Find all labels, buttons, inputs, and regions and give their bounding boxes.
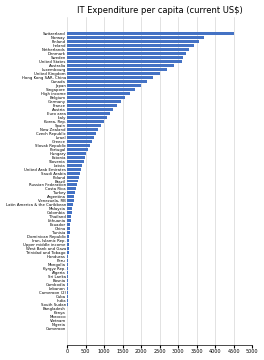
Bar [67, 188, 76, 190]
Bar [67, 300, 68, 302]
Bar [67, 216, 71, 219]
Bar [67, 283, 68, 287]
Bar [67, 264, 68, 266]
Bar [67, 48, 189, 51]
Bar [67, 271, 68, 274]
Bar [67, 171, 80, 175]
Bar [67, 203, 73, 207]
Bar [67, 56, 183, 59]
Bar [67, 127, 98, 131]
Bar [67, 36, 204, 39]
Bar [67, 176, 79, 179]
Bar [67, 167, 81, 171]
Bar [67, 76, 153, 78]
Bar [67, 220, 71, 222]
Bar [67, 243, 69, 247]
Bar [67, 251, 69, 255]
Bar [67, 267, 68, 270]
Bar [67, 64, 174, 67]
Bar [67, 231, 70, 234]
Bar [67, 211, 72, 215]
Bar [67, 96, 125, 99]
Bar [67, 156, 85, 158]
Bar [67, 287, 68, 291]
Bar [67, 184, 77, 186]
Bar [67, 180, 78, 183]
Bar [67, 100, 121, 103]
Bar [67, 123, 101, 127]
Bar [67, 195, 74, 198]
Bar [67, 144, 90, 147]
Bar [67, 256, 68, 258]
Bar [67, 72, 160, 75]
Bar [67, 235, 69, 238]
Bar [67, 44, 194, 47]
Bar [67, 32, 234, 35]
Bar [67, 247, 69, 251]
Title: IT Expenditure per capita (current US$): IT Expenditure per capita (current US$) [77, 5, 243, 14]
Bar [67, 239, 69, 242]
Bar [67, 84, 141, 87]
Bar [67, 136, 94, 139]
Bar [67, 104, 117, 107]
Bar [67, 80, 147, 82]
Bar [67, 199, 74, 202]
Bar [67, 112, 110, 114]
Bar [67, 307, 68, 310]
Bar [67, 140, 92, 143]
Bar [67, 60, 182, 63]
Bar [67, 148, 88, 150]
Bar [67, 279, 68, 282]
Bar [67, 207, 72, 211]
Bar [67, 131, 96, 135]
Bar [67, 296, 68, 298]
Bar [67, 260, 68, 262]
Bar [67, 51, 186, 55]
Bar [67, 40, 199, 42]
Bar [67, 116, 107, 118]
Bar [67, 291, 68, 294]
Bar [67, 275, 68, 278]
Bar [67, 91, 130, 95]
Bar [67, 152, 86, 154]
Bar [67, 68, 167, 71]
Bar [67, 87, 135, 91]
Bar [67, 159, 84, 162]
Bar [67, 120, 104, 122]
Bar [67, 228, 70, 230]
Bar [67, 108, 113, 111]
Bar [67, 224, 70, 226]
Bar [67, 192, 75, 194]
Bar [67, 163, 82, 167]
Bar [67, 303, 68, 306]
